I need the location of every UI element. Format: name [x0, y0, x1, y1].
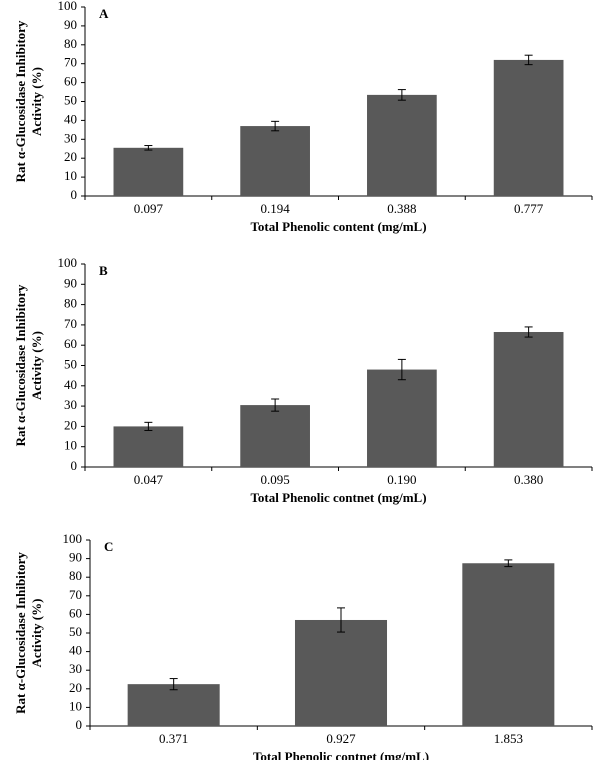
y-tick-label: 10: [64, 438, 77, 453]
bar: [127, 684, 220, 726]
y-tick-label: 50: [64, 356, 77, 371]
x-axis-title: Total Phenolic content (mg/mL): [250, 219, 426, 234]
bar: [493, 332, 564, 467]
y-axis-title: Activity (%): [29, 599, 44, 668]
panel-label: B: [99, 263, 108, 278]
y-tick-label: 10: [69, 698, 82, 713]
x-tick-label: 0.190: [387, 472, 416, 487]
bar: [367, 94, 437, 196]
x-axis-title: Total Phenolic contnet (mg/mL): [250, 490, 426, 505]
y-tick-label: 40: [64, 377, 77, 392]
bar: [462, 563, 555, 726]
x-tick-label: 0.095: [261, 472, 290, 487]
y-tick-label: 50: [64, 92, 77, 107]
y-axis-title: Activity (%): [29, 67, 44, 136]
y-tick-label: 90: [69, 550, 82, 565]
y-tick-label: 30: [64, 397, 77, 412]
x-tick-label: 0.194: [261, 201, 291, 216]
y-tick-label: 20: [64, 417, 77, 432]
y-axis-title: Activity (%): [29, 331, 44, 400]
y-tick-label: 10: [64, 168, 77, 183]
bar: [367, 369, 437, 467]
y-tick-label: 80: [69, 568, 82, 583]
y-tick-label: 20: [64, 149, 77, 164]
y-tick-label: 80: [64, 296, 77, 311]
y-tick-label: 40: [64, 111, 77, 126]
x-tick-label: 0.388: [387, 201, 416, 216]
y-tick-label: 0: [71, 458, 78, 473]
bar: [240, 405, 310, 467]
y-tick-label: 80: [64, 36, 77, 51]
y-tick-label: 60: [64, 336, 77, 351]
x-tick-label: 0.047: [134, 472, 164, 487]
bar: [294, 619, 388, 726]
y-tick-label: 100: [58, 255, 78, 270]
y-tick-label: 30: [64, 130, 77, 145]
y-tick-label: 60: [64, 74, 77, 89]
x-tick-label: 0.371: [159, 731, 188, 746]
y-tick-label: 0: [71, 187, 78, 202]
x-tick-label: 0.777: [514, 201, 544, 216]
y-tick-label: 40: [69, 643, 82, 658]
y-tick-label: 100: [63, 531, 83, 546]
y-tick-label: 50: [69, 624, 82, 639]
panel-label: C: [104, 539, 113, 554]
x-tick-label: 0.380: [514, 472, 543, 487]
panel-label: A: [99, 6, 109, 21]
y-axis-title: Rat α-Glucosidase Inhibitory: [13, 20, 28, 182]
x-tick-label: 0.097: [134, 201, 164, 216]
y-tick-label: 70: [64, 316, 77, 331]
y-tick-label: 70: [64, 55, 77, 70]
bar: [493, 59, 564, 196]
y-tick-label: 70: [69, 587, 82, 602]
bar: [113, 147, 184, 196]
y-tick-label: 100: [58, 0, 78, 13]
x-axis-title: Total Phenolic contnet (mg/mL): [253, 749, 429, 760]
x-tick-label: 0.927: [326, 731, 356, 746]
y-tick-label: 90: [64, 275, 77, 290]
y-tick-label: 60: [69, 605, 82, 620]
y-tick-label: 0: [76, 717, 83, 732]
bar: [113, 426, 184, 467]
bar: [240, 126, 310, 196]
y-tick-label: 30: [69, 661, 82, 676]
y-axis-title: Rat α-Glucosidase Inhibitory: [13, 552, 28, 714]
y-tick-label: 20: [69, 680, 82, 695]
x-tick-label: 1.853: [494, 731, 523, 746]
y-axis-title: Rat α-Glucosidase Inhibitory: [13, 284, 28, 446]
y-tick-label: 90: [64, 17, 77, 32]
